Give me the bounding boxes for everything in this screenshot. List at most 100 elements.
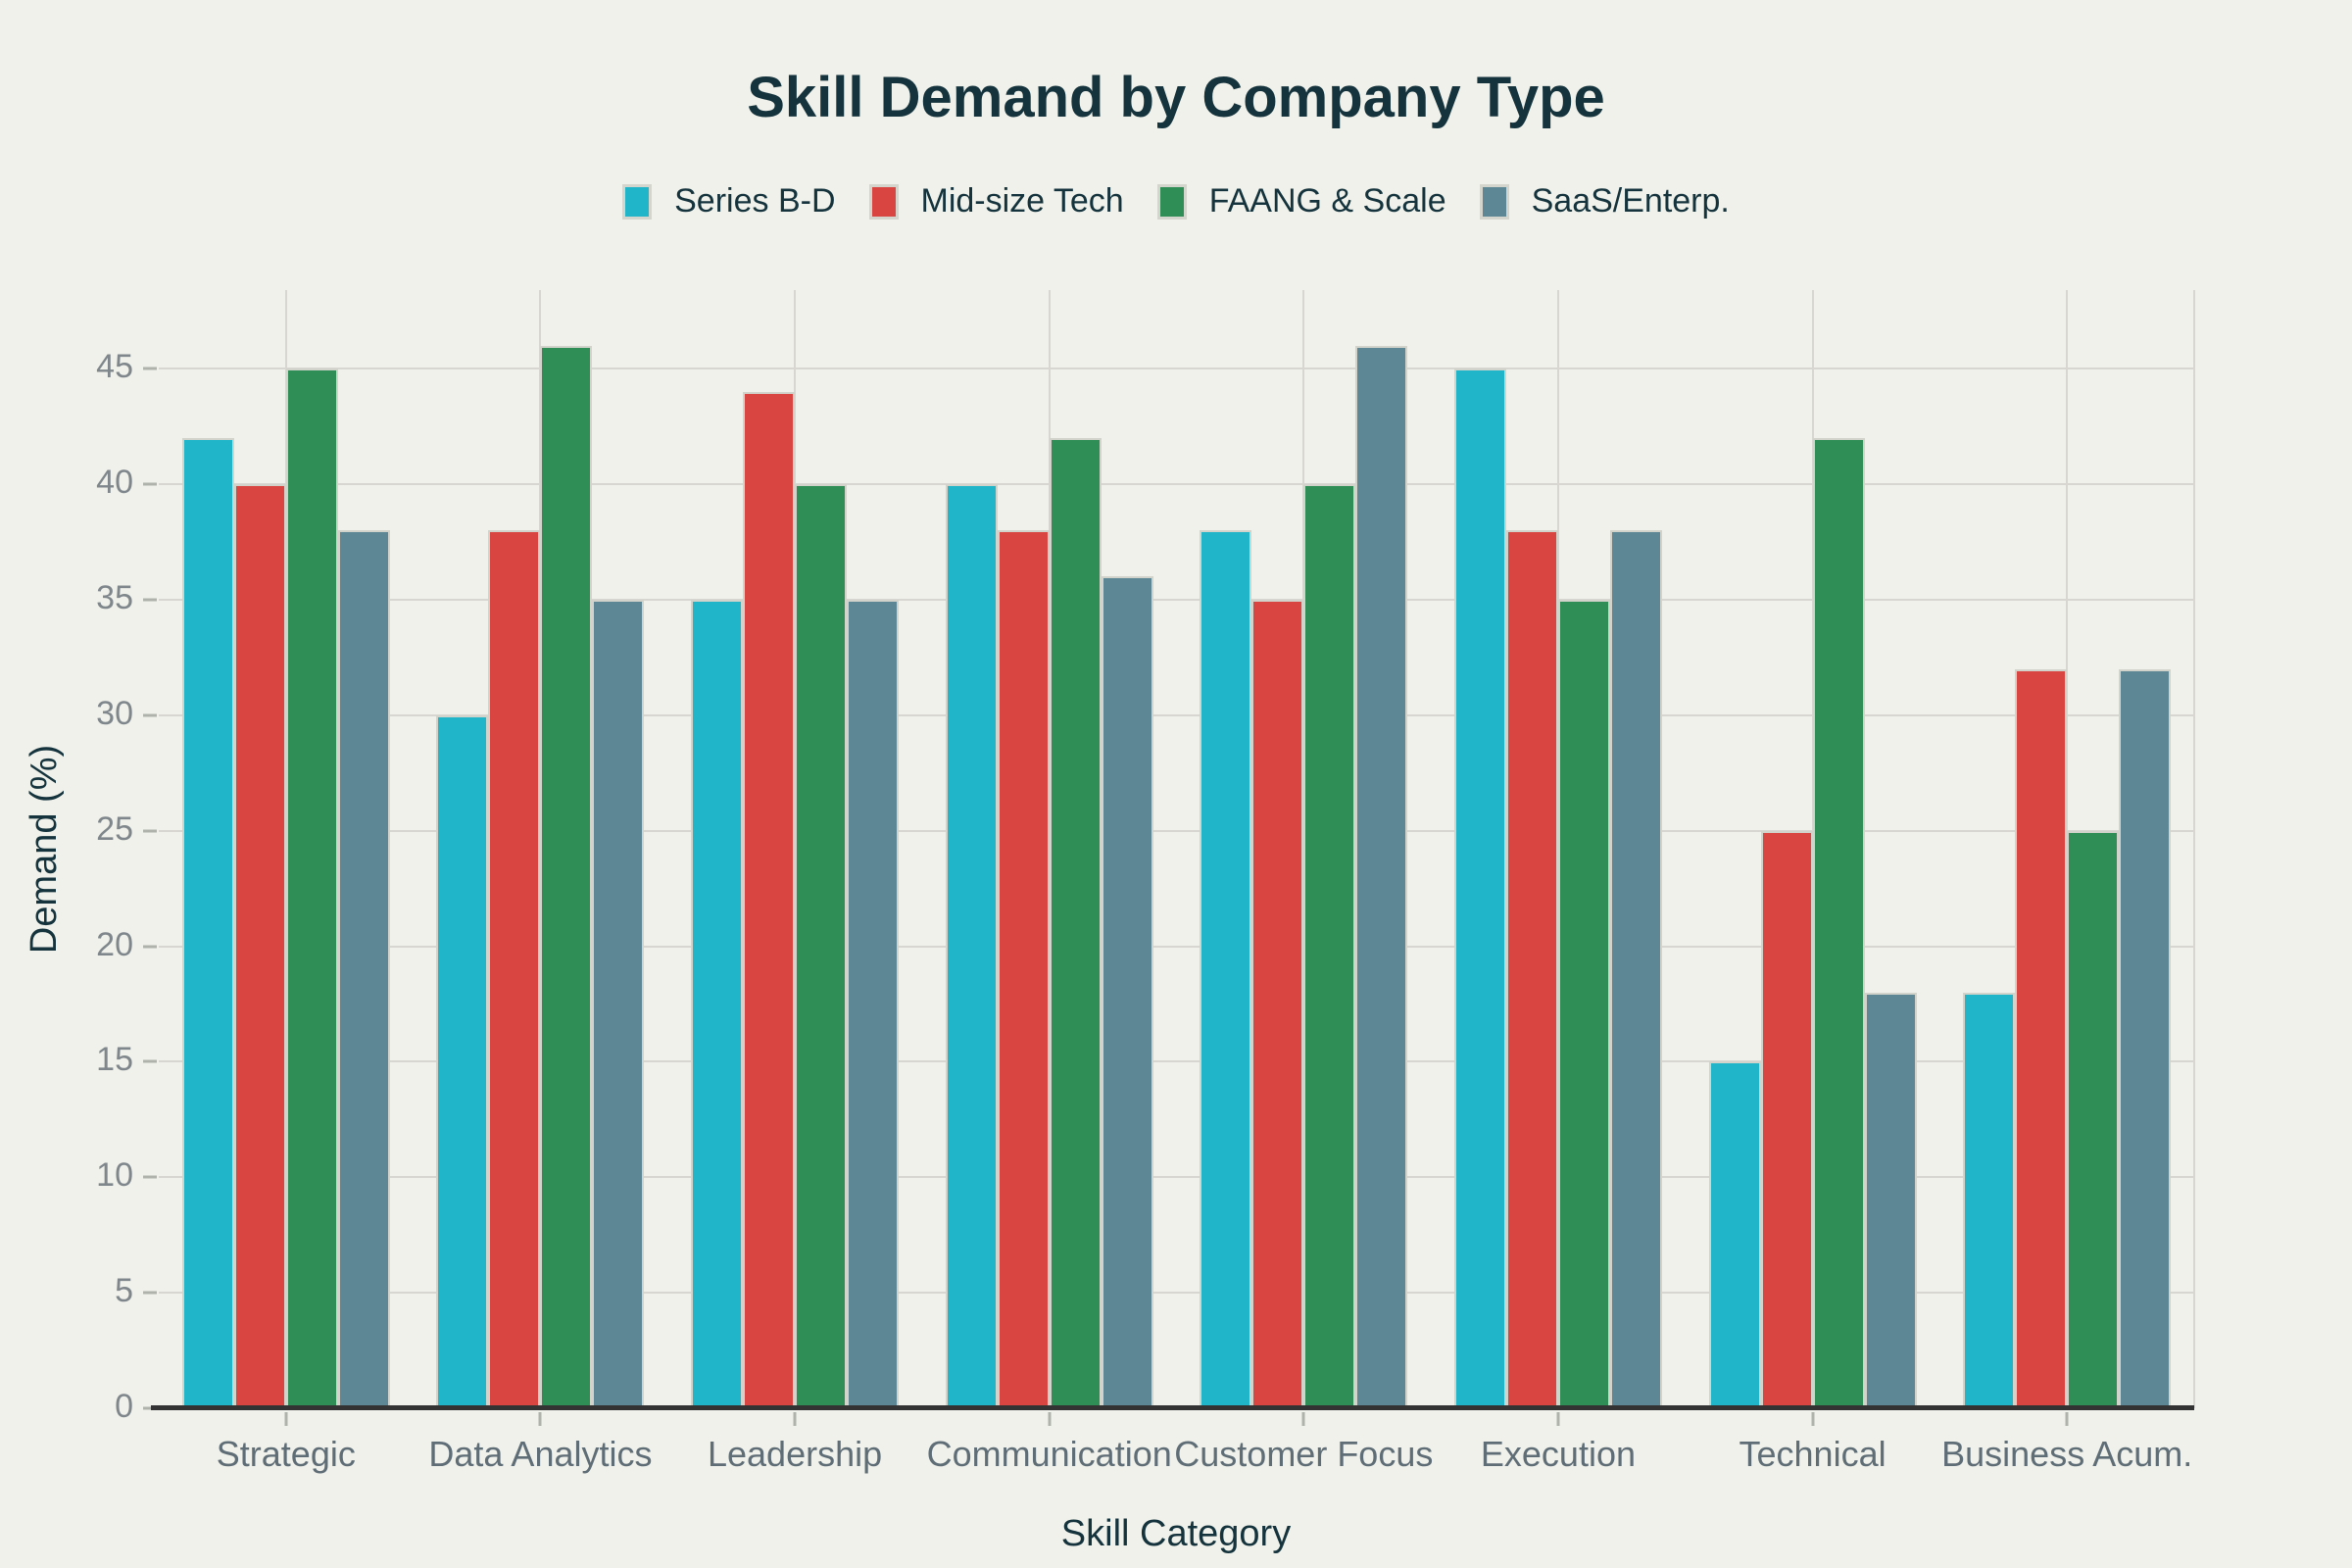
x-tick-mark <box>284 1412 288 1426</box>
bar-faang-scale-execution <box>1557 599 1610 1408</box>
x-tick-label: Data Analytics <box>428 1434 653 1474</box>
bar-group-business-acum <box>1939 290 2194 1408</box>
bar-group-communication <box>922 290 1177 1408</box>
x-tick-mark <box>2065 1412 2069 1426</box>
y-tick-label: 40 <box>96 463 133 501</box>
y-tick-label: 0 <box>115 1387 133 1425</box>
h-gridline <box>159 368 2194 370</box>
bar-saas-enterp-execution <box>1609 530 1662 1408</box>
bar-saas-enterp-strategic <box>337 530 390 1408</box>
x-tick-mark <box>538 1412 542 1426</box>
y-tick-label: 35 <box>96 578 133 616</box>
bar-mid-size-tech-leadership <box>743 391 796 1408</box>
bar-series-b-d-strategic <box>181 437 234 1408</box>
y-tick-label: 25 <box>96 809 133 848</box>
x-tick-mark <box>1556 1412 1560 1426</box>
legend-label: Series B-D <box>674 182 836 220</box>
mid-size-tech-swatch-icon <box>868 183 899 220</box>
legend-item-series-b-d[interactable]: Series B-D <box>622 182 836 220</box>
x-tick-label: Strategic <box>216 1434 356 1474</box>
x-tick-label: Technical <box>1739 1434 1886 1474</box>
y-tick-label: 20 <box>96 925 133 963</box>
y-tick-mark <box>143 1175 157 1179</box>
legend-item-saas-enterp[interactable]: SaaS/Enterp. <box>1479 182 1730 220</box>
bar-mid-size-tech-data-analytics <box>488 530 541 1408</box>
h-gridline <box>159 829 2194 832</box>
legend-label: SaaS/Enterp. <box>1531 182 1730 220</box>
x-tick-label: Communication <box>926 1434 1172 1474</box>
h-gridline <box>159 1292 2194 1295</box>
bar-faang-scale-leadership <box>795 484 848 1408</box>
bar-saas-enterp-leadership <box>847 599 900 1408</box>
h-gridline <box>159 1176 2194 1179</box>
y-tick-mark <box>143 598 157 602</box>
y-tick-label: 45 <box>96 348 133 386</box>
y-tick-mark <box>143 367 157 370</box>
bar-series-b-d-leadership <box>691 599 744 1408</box>
x-tick-label: Business Acum. <box>1941 1434 2193 1474</box>
chart-title: Skill Demand by Company Type <box>747 66 1605 129</box>
x-tick-mark <box>1048 1412 1052 1426</box>
y-tick-label: 10 <box>96 1156 133 1195</box>
bar-series-b-d-technical <box>1708 1061 1761 1408</box>
saas-enterp-swatch-icon <box>1479 183 1509 220</box>
bar-saas-enterp-data-analytics <box>592 599 645 1408</box>
x-tick-mark <box>793 1412 797 1426</box>
y-tick-mark <box>143 713 157 717</box>
y-tick-label: 5 <box>115 1272 133 1310</box>
bar-group-strategic <box>159 290 414 1408</box>
y-tick-mark <box>143 1291 157 1295</box>
bar-group-execution <box>1431 290 1686 1408</box>
bar-mid-size-tech-customer-focus <box>1251 599 1304 1408</box>
bar-mid-size-tech-strategic <box>233 484 286 1408</box>
h-gridline <box>159 598 2194 601</box>
faang-scale-swatch-icon <box>1156 183 1187 220</box>
bar-faang-scale-technical <box>1812 437 1865 1408</box>
series-b-d-swatch-icon <box>622 183 653 220</box>
y-tick-mark <box>143 945 157 949</box>
x-axis: Strategic Data Analytics Leadership Communi… <box>159 1408 2194 1536</box>
x-tick-mark <box>1811 1412 1815 1426</box>
y-tick-mark <box>143 482 157 486</box>
bar-faang-scale-communication <box>1049 437 1102 1408</box>
bar-group-leadership <box>667 290 922 1408</box>
bar-faang-scale-strategic <box>285 368 338 1408</box>
h-gridline <box>159 945 2194 948</box>
bar-series-b-d-communication <box>945 484 998 1408</box>
legend: Series B-D Mid-size Tech FAANG & Scale SaaS… <box>0 182 2352 220</box>
bar-saas-enterp-business-acum <box>2119 668 2172 1408</box>
legend-item-faang-scale[interactable]: FAANG & Scale <box>1156 182 1446 220</box>
plot-area <box>151 290 2195 1410</box>
x-axis-line <box>151 1405 2194 1410</box>
y-axis: 0 5 10 15 20 25 30 35 40 45 <box>0 290 159 1423</box>
bar-saas-enterp-customer-focus <box>1355 345 1408 1408</box>
x-tick-label: Leadership <box>707 1434 883 1474</box>
bar-faang-scale-data-analytics <box>540 345 593 1408</box>
legend-item-mid-size-tech[interactable]: Mid-size Tech <box>868 182 1124 220</box>
h-gridline <box>159 1060 2194 1063</box>
x-tick-mark <box>1301 1412 1305 1426</box>
x-axis-title: Skill Category <box>1060 1513 1292 1554</box>
bar-mid-size-tech-execution <box>1505 530 1558 1408</box>
bar-saas-enterp-technical <box>1864 992 1917 1408</box>
bar-faang-scale-business-acum <box>2067 830 2120 1408</box>
legend-label: Mid-size Tech <box>920 182 1124 220</box>
bar-mid-size-tech-technical <box>1760 830 1813 1408</box>
y-tick-mark <box>143 1059 157 1063</box>
bar-series-b-d-execution <box>1453 368 1506 1408</box>
bar-faang-scale-customer-focus <box>1303 484 1356 1408</box>
x-tick-label: Customer Focus <box>1174 1434 1434 1474</box>
bar-group-data-analytics <box>414 290 668 1408</box>
v-gridline <box>2193 290 2195 1408</box>
y-tick-label: 15 <box>96 1041 133 1079</box>
h-gridline <box>159 713 2194 716</box>
bar-series-b-d-data-analytics <box>436 714 489 1408</box>
x-tick-label: Execution <box>1480 1434 1636 1474</box>
legend-label: FAANG & Scale <box>1208 182 1446 220</box>
bar-saas-enterp-communication <box>1101 576 1153 1408</box>
y-tick-mark <box>143 1406 157 1410</box>
bar-group-customer-focus <box>1177 290 1432 1408</box>
bar-mid-size-tech-business-acum <box>2015 668 2068 1408</box>
bar-series-b-d-business-acum <box>1963 992 2016 1408</box>
